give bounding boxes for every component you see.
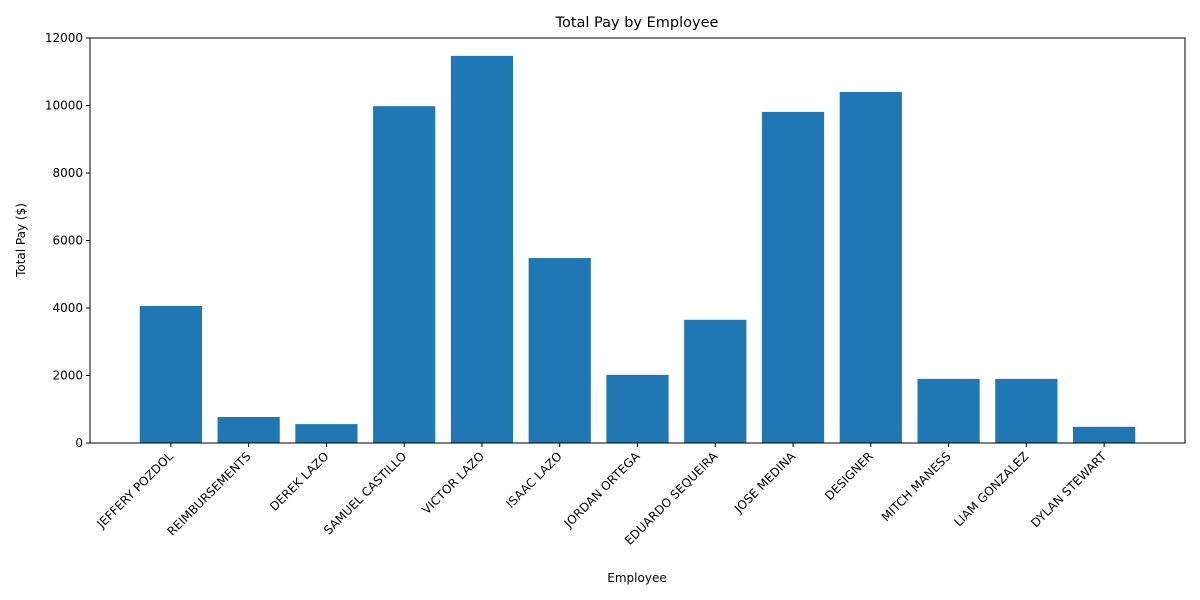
x-axis-label: Employee [607, 571, 666, 585]
x-tick-label: ISAAC LAZO [503, 449, 564, 510]
y-tick-label: 0 [75, 436, 83, 450]
bar [450, 55, 514, 443]
bar [295, 424, 358, 443]
x-tick-label: DYLAN STEWART [1028, 449, 1110, 531]
bar [1073, 426, 1136, 443]
bar [373, 106, 436, 444]
bar [839, 92, 902, 443]
bar [139, 305, 202, 443]
x-tick-label: VICTOR LAZO [419, 449, 487, 517]
y-axis-label: Total Pay ($) [14, 203, 28, 278]
x-tick-label: SAMUEL CASTILLO [321, 449, 409, 537]
y-tick-label: 10000 [45, 99, 83, 113]
bar [528, 258, 591, 443]
x-tick-label: DEREK LAZO [267, 449, 332, 514]
y-tick-label: 2000 [52, 369, 83, 383]
bar [606, 374, 669, 443]
bar [217, 417, 280, 443]
x-tick-label: REIMBURSEMENTS [165, 449, 254, 538]
bar [995, 378, 1058, 443]
chart-title: Total Pay by Employee [555, 15, 719, 31]
bar [917, 378, 980, 443]
y-tick-label: 8000 [52, 166, 83, 180]
bar [684, 319, 747, 443]
x-tick-label: JOSE MEDINA [731, 449, 799, 517]
x-tick-label: MITCH MANESS [879, 449, 954, 524]
x-tick-label: JORDAN ORTEGA [561, 449, 643, 531]
x-tick-label: JEFFERY POZDOL [94, 449, 177, 532]
y-tick-label: 6000 [52, 234, 83, 248]
y-tick-label: 4000 [52, 301, 83, 315]
plot-frame [89, 37, 1186, 444]
x-tick-label: DESIGNER [822, 449, 876, 503]
x-tick-label: LIAM GONZALEZ [951, 449, 1031, 529]
y-tick-label: 12000 [45, 31, 83, 45]
bar [761, 111, 825, 443]
